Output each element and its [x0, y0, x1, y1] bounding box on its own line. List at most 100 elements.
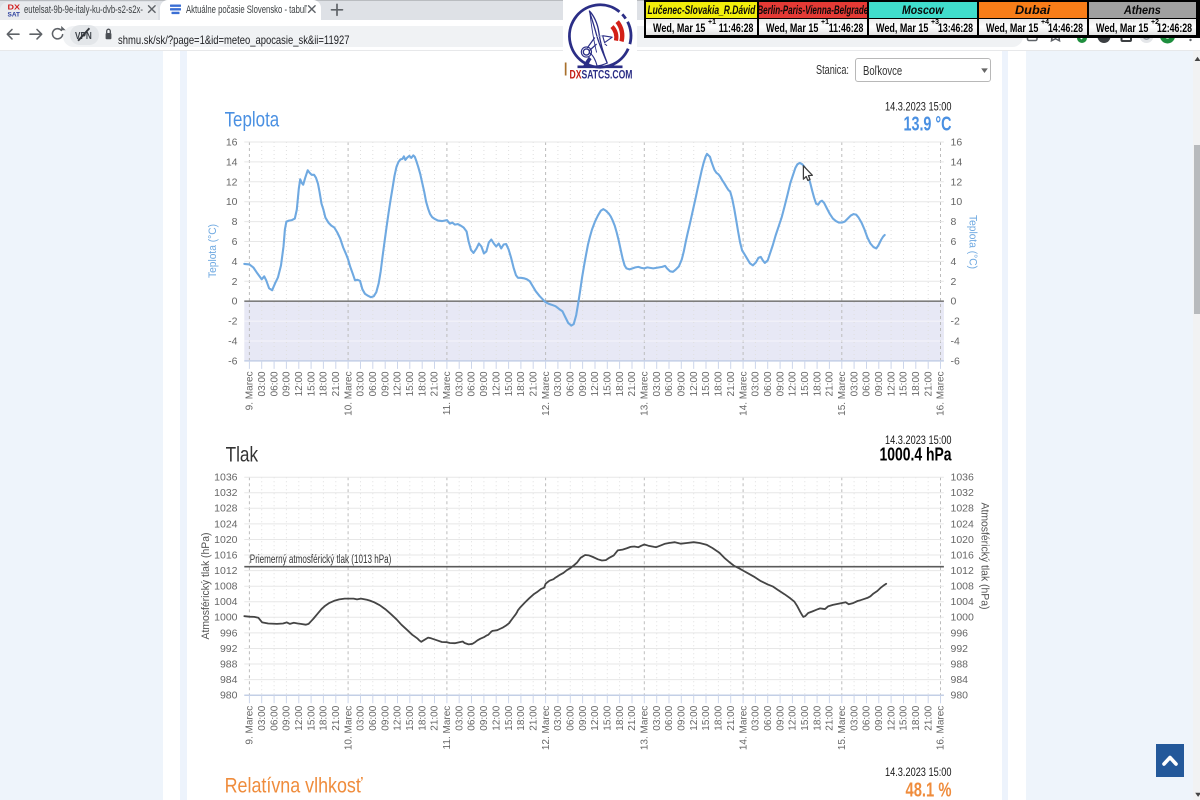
- svg-text:03:00: 03:00: [652, 705, 663, 730]
- svg-text:2: 2: [951, 276, 957, 288]
- svg-text:15. Marec: 15. Marec: [837, 706, 848, 750]
- svg-text:21:00: 21:00: [430, 705, 441, 730]
- svg-text:18:00: 18:00: [714, 371, 725, 396]
- svg-text:03:00: 03:00: [553, 705, 564, 730]
- svg-text:13. Marec: 13. Marec: [640, 706, 651, 750]
- svg-text:10: 10: [226, 196, 238, 208]
- svg-text:984: 984: [951, 674, 969, 686]
- svg-text:15:00: 15:00: [306, 705, 317, 730]
- svg-text:996: 996: [951, 627, 969, 639]
- svg-text:21:00: 21:00: [923, 705, 934, 730]
- svg-text:06:00: 06:00: [566, 705, 577, 730]
- svg-text:Relatívna vlhkosť: Relatívna vlhkosť: [225, 775, 364, 798]
- svg-text:12:00: 12:00: [689, 371, 700, 396]
- svg-text:09:00: 09:00: [282, 371, 293, 396]
- svg-text:1032: 1032: [951, 487, 975, 499]
- svg-text:18:00: 18:00: [812, 705, 823, 730]
- svg-text:2: 2: [232, 276, 238, 288]
- svg-text:16: 16: [226, 137, 238, 149]
- svg-text:06:00: 06:00: [862, 371, 873, 396]
- svg-text:14.3.2023 15:00: 14.3.2023 15:00: [885, 433, 952, 447]
- svg-text:1028: 1028: [951, 503, 975, 515]
- svg-text:1004: 1004: [951, 596, 975, 608]
- svg-text:12:00: 12:00: [590, 371, 601, 396]
- svg-text:12:00: 12:00: [393, 705, 404, 730]
- svg-text:21:00: 21:00: [627, 705, 638, 730]
- svg-text:15:00: 15:00: [405, 705, 416, 730]
- svg-text:21:00: 21:00: [331, 705, 342, 730]
- svg-text:06:00: 06:00: [467, 371, 478, 396]
- svg-text:14. Marec: 14. Marec: [738, 706, 749, 750]
- svg-text:06:00: 06:00: [269, 371, 280, 396]
- svg-text:03:00: 03:00: [751, 371, 762, 396]
- svg-text:DX: DX: [8, 3, 21, 12]
- svg-text:12:00: 12:00: [491, 371, 502, 396]
- svg-text:12:00: 12:00: [590, 705, 601, 730]
- svg-text:6: 6: [951, 236, 957, 248]
- svg-text:18:00: 18:00: [319, 371, 330, 396]
- svg-text:12. Marec: 12. Marec: [541, 371, 552, 415]
- svg-text:1024: 1024: [951, 518, 975, 530]
- svg-text:1000: 1000: [951, 612, 975, 624]
- svg-text:1020: 1020: [214, 534, 238, 546]
- svg-text:988: 988: [951, 658, 969, 670]
- svg-text:06:00: 06:00: [763, 705, 774, 730]
- svg-text:16. Marec: 16. Marec: [936, 371, 947, 415]
- svg-text:-2: -2: [951, 316, 960, 328]
- svg-text:-6: -6: [951, 355, 960, 367]
- svg-text:09:00: 09:00: [578, 705, 589, 730]
- svg-text:06:00: 06:00: [566, 371, 577, 396]
- svg-text:1008: 1008: [214, 581, 238, 593]
- svg-text:03:00: 03:00: [652, 371, 663, 396]
- svg-text:09:00: 09:00: [874, 705, 885, 730]
- svg-text:1004: 1004: [214, 596, 238, 608]
- svg-text:1032: 1032: [214, 487, 238, 499]
- svg-text:06:00: 06:00: [862, 705, 873, 730]
- svg-text:09:00: 09:00: [578, 371, 589, 396]
- svg-text:14: 14: [226, 156, 238, 168]
- svg-text:16. Marec: 16. Marec: [936, 706, 947, 750]
- svg-text:Atmosférický tlak (hPa): Atmosférický tlak (hPa): [200, 533, 212, 640]
- svg-text:Tlak: Tlak: [226, 444, 259, 467]
- svg-text:09:00: 09:00: [380, 371, 391, 396]
- svg-text:1020: 1020: [951, 534, 975, 546]
- svg-text:15:00: 15:00: [701, 705, 712, 730]
- svg-text:988: 988: [220, 658, 238, 670]
- svg-text:12:00: 12:00: [294, 371, 305, 396]
- svg-text:1000: 1000: [214, 612, 238, 624]
- svg-text:1016: 1016: [951, 549, 975, 561]
- svg-text:0: 0: [951, 296, 957, 308]
- svg-text:12:00: 12:00: [689, 705, 700, 730]
- svg-text:6: 6: [232, 236, 238, 248]
- svg-text:21:00: 21:00: [528, 705, 539, 730]
- svg-text:15:00: 15:00: [899, 371, 910, 396]
- svg-text:1016: 1016: [214, 549, 238, 561]
- svg-text:21:00: 21:00: [825, 371, 836, 396]
- svg-text:12:00: 12:00: [886, 371, 897, 396]
- svg-text:21:00: 21:00: [726, 705, 737, 730]
- svg-text:SAT: SAT: [8, 12, 21, 19]
- svg-text:-4: -4: [951, 336, 960, 348]
- svg-text:18:00: 18:00: [417, 371, 428, 396]
- svg-text:15:00: 15:00: [899, 705, 910, 730]
- svg-text:992: 992: [951, 643, 969, 655]
- svg-text:09:00: 09:00: [677, 371, 688, 396]
- svg-text:Priemerný atmosférický tlak (1: Priemerný atmosférický tlak (1013 hPa): [250, 554, 392, 566]
- svg-text:1008: 1008: [951, 581, 975, 593]
- svg-text:9. Marec: 9. Marec: [245, 706, 256, 745]
- svg-text:15. Marec: 15. Marec: [837, 371, 848, 415]
- svg-text:03:00: 03:00: [454, 705, 465, 730]
- svg-text:Teplota (°C): Teplota (°C): [967, 215, 979, 269]
- svg-text:14.3.2023 15:00: 14.3.2023 15:00: [885, 99, 952, 113]
- svg-text:15:00: 15:00: [504, 371, 515, 396]
- svg-text:09:00: 09:00: [282, 705, 293, 730]
- svg-text:14. Marec: 14. Marec: [738, 371, 749, 415]
- svg-text:21:00: 21:00: [430, 371, 441, 396]
- svg-text:8: 8: [232, 216, 238, 228]
- svg-text:15:00: 15:00: [603, 705, 614, 730]
- svg-text:Atmosférický tlak (hPa): Atmosférický tlak (hPa): [979, 503, 991, 610]
- svg-text:03:00: 03:00: [849, 371, 860, 396]
- svg-text:18:00: 18:00: [516, 705, 527, 730]
- svg-text:13.9 °C: 13.9 °C: [904, 114, 952, 136]
- svg-text:15:00: 15:00: [800, 705, 811, 730]
